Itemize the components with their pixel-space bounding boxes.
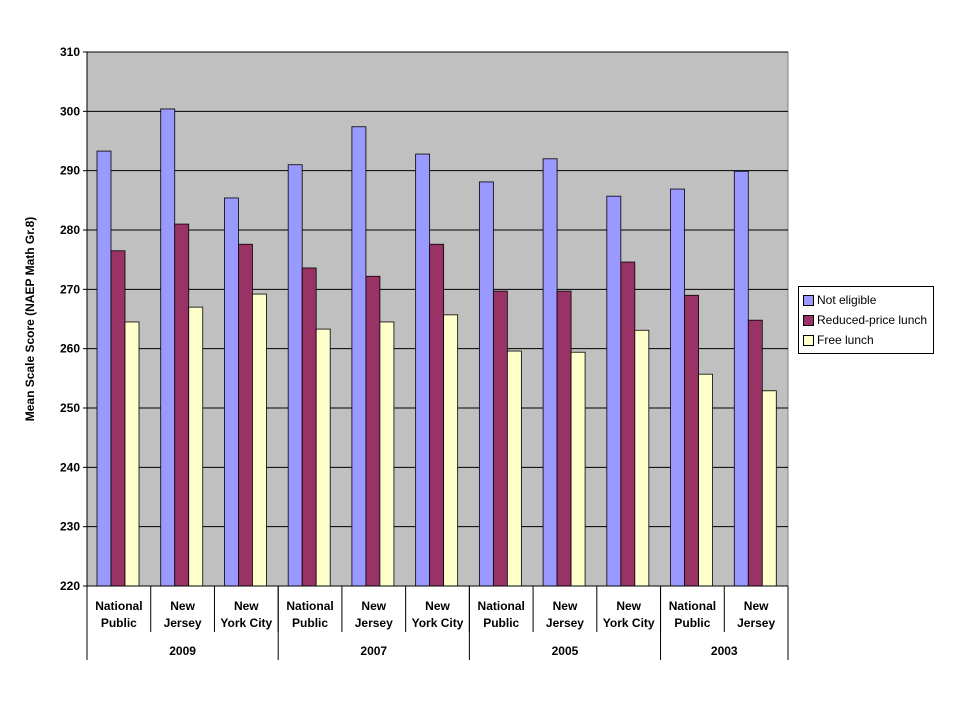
y-tick-label: 260 — [60, 342, 80, 356]
bar-reduced-price-lunch — [429, 243, 445, 587]
bar-reduced-price-lunch — [365, 275, 381, 587]
legend-item: Reduced-price lunch — [803, 310, 927, 330]
category-label: York City — [603, 616, 655, 630]
legend-label: Reduced-price lunch — [817, 313, 928, 327]
y-tick-label: 270 — [60, 282, 80, 296]
bar-not-eligible — [542, 158, 558, 587]
legend-swatch — [803, 334, 814, 346]
y-tick-label: 250 — [60, 401, 80, 415]
category-label: Jersey — [546, 616, 584, 630]
legend-label: Free lunch — [817, 333, 874, 347]
bar-not-eligible — [670, 188, 685, 587]
category-label: Public — [292, 616, 328, 630]
bar-not-eligible — [733, 170, 749, 587]
legend-item: Not eligible — [803, 290, 927, 310]
bar-free-lunch — [634, 329, 650, 587]
category-label: National — [286, 599, 333, 613]
category-label: Jersey — [164, 616, 202, 630]
category-label: New — [234, 599, 259, 613]
bar-reduced-price-lunch — [620, 261, 636, 587]
legend: Not eligible Reduced-price lunch Free lunc… — [798, 286, 935, 354]
legend-label: Not eligible — [817, 293, 877, 307]
bar-reduced-price-lunch — [174, 223, 190, 587]
bar-free-lunch — [124, 321, 140, 587]
bar-not-eligible — [287, 164, 303, 587]
category-label: New — [170, 599, 195, 613]
bar-free-lunch — [188, 306, 204, 587]
category-label: New — [425, 599, 450, 613]
category-label: Jersey — [355, 616, 393, 630]
bar-reduced-price-lunch — [492, 290, 508, 587]
category-label: Public — [483, 616, 519, 630]
y-axis-title: Mean Scale Score (NAEP Math Gr.8) — [23, 217, 37, 422]
y-tick-label: 290 — [60, 164, 80, 178]
category-label: New — [553, 599, 578, 613]
bar-reduced-price-lunch — [556, 290, 572, 587]
category-label: New — [744, 599, 769, 613]
year-label: 2005 — [552, 644, 579, 658]
bar-free-lunch — [698, 373, 713, 587]
bar-not-eligible — [415, 153, 431, 587]
bar-not-eligible — [96, 150, 112, 587]
bar-free-lunch — [570, 351, 586, 587]
category-label: New — [616, 599, 641, 613]
bar-free-lunch — [315, 328, 331, 587]
bar-reduced-price-lunch — [301, 267, 317, 587]
bar-not-eligible — [606, 195, 622, 587]
category-label: Public — [674, 616, 710, 630]
y-tick-label: 220 — [60, 579, 80, 593]
category-label: National — [95, 599, 142, 613]
category-label: Jersey — [737, 616, 775, 630]
y-tick-label: 230 — [60, 520, 80, 534]
category-label: York City — [220, 616, 272, 630]
y-tick-label: 240 — [60, 460, 80, 474]
bar-not-eligible — [351, 126, 367, 587]
bar-reduced-price-lunch — [238, 243, 253, 587]
legend-swatch — [803, 294, 814, 306]
bar-reduced-price-lunch — [110, 250, 126, 587]
y-tick-label: 310 — [60, 45, 80, 59]
year-label: 2003 — [711, 644, 738, 658]
legend-swatch — [803, 314, 814, 326]
category-label: New — [361, 599, 386, 613]
year-label: 2009 — [169, 644, 196, 658]
bar-free-lunch — [506, 350, 522, 587]
bar-free-lunch — [761, 390, 777, 587]
bar-free-lunch — [252, 293, 267, 587]
category-label: York City — [412, 616, 464, 630]
legend-item: Free lunch — [803, 330, 927, 350]
bar-free-lunch — [443, 314, 459, 587]
category-label: Public — [101, 616, 137, 630]
bar-free-lunch — [379, 321, 395, 587]
bar-not-eligible — [160, 108, 176, 587]
y-tick-label: 300 — [60, 104, 80, 118]
bar-not-eligible — [478, 181, 494, 587]
bar-reduced-price-lunch — [684, 294, 699, 587]
category-label: National — [669, 599, 716, 613]
category-label: National — [478, 599, 525, 613]
bar-reduced-price-lunch — [747, 319, 763, 587]
y-tick-label: 280 — [60, 223, 80, 237]
year-label: 2007 — [360, 644, 387, 658]
bar-not-eligible — [224, 197, 239, 587]
